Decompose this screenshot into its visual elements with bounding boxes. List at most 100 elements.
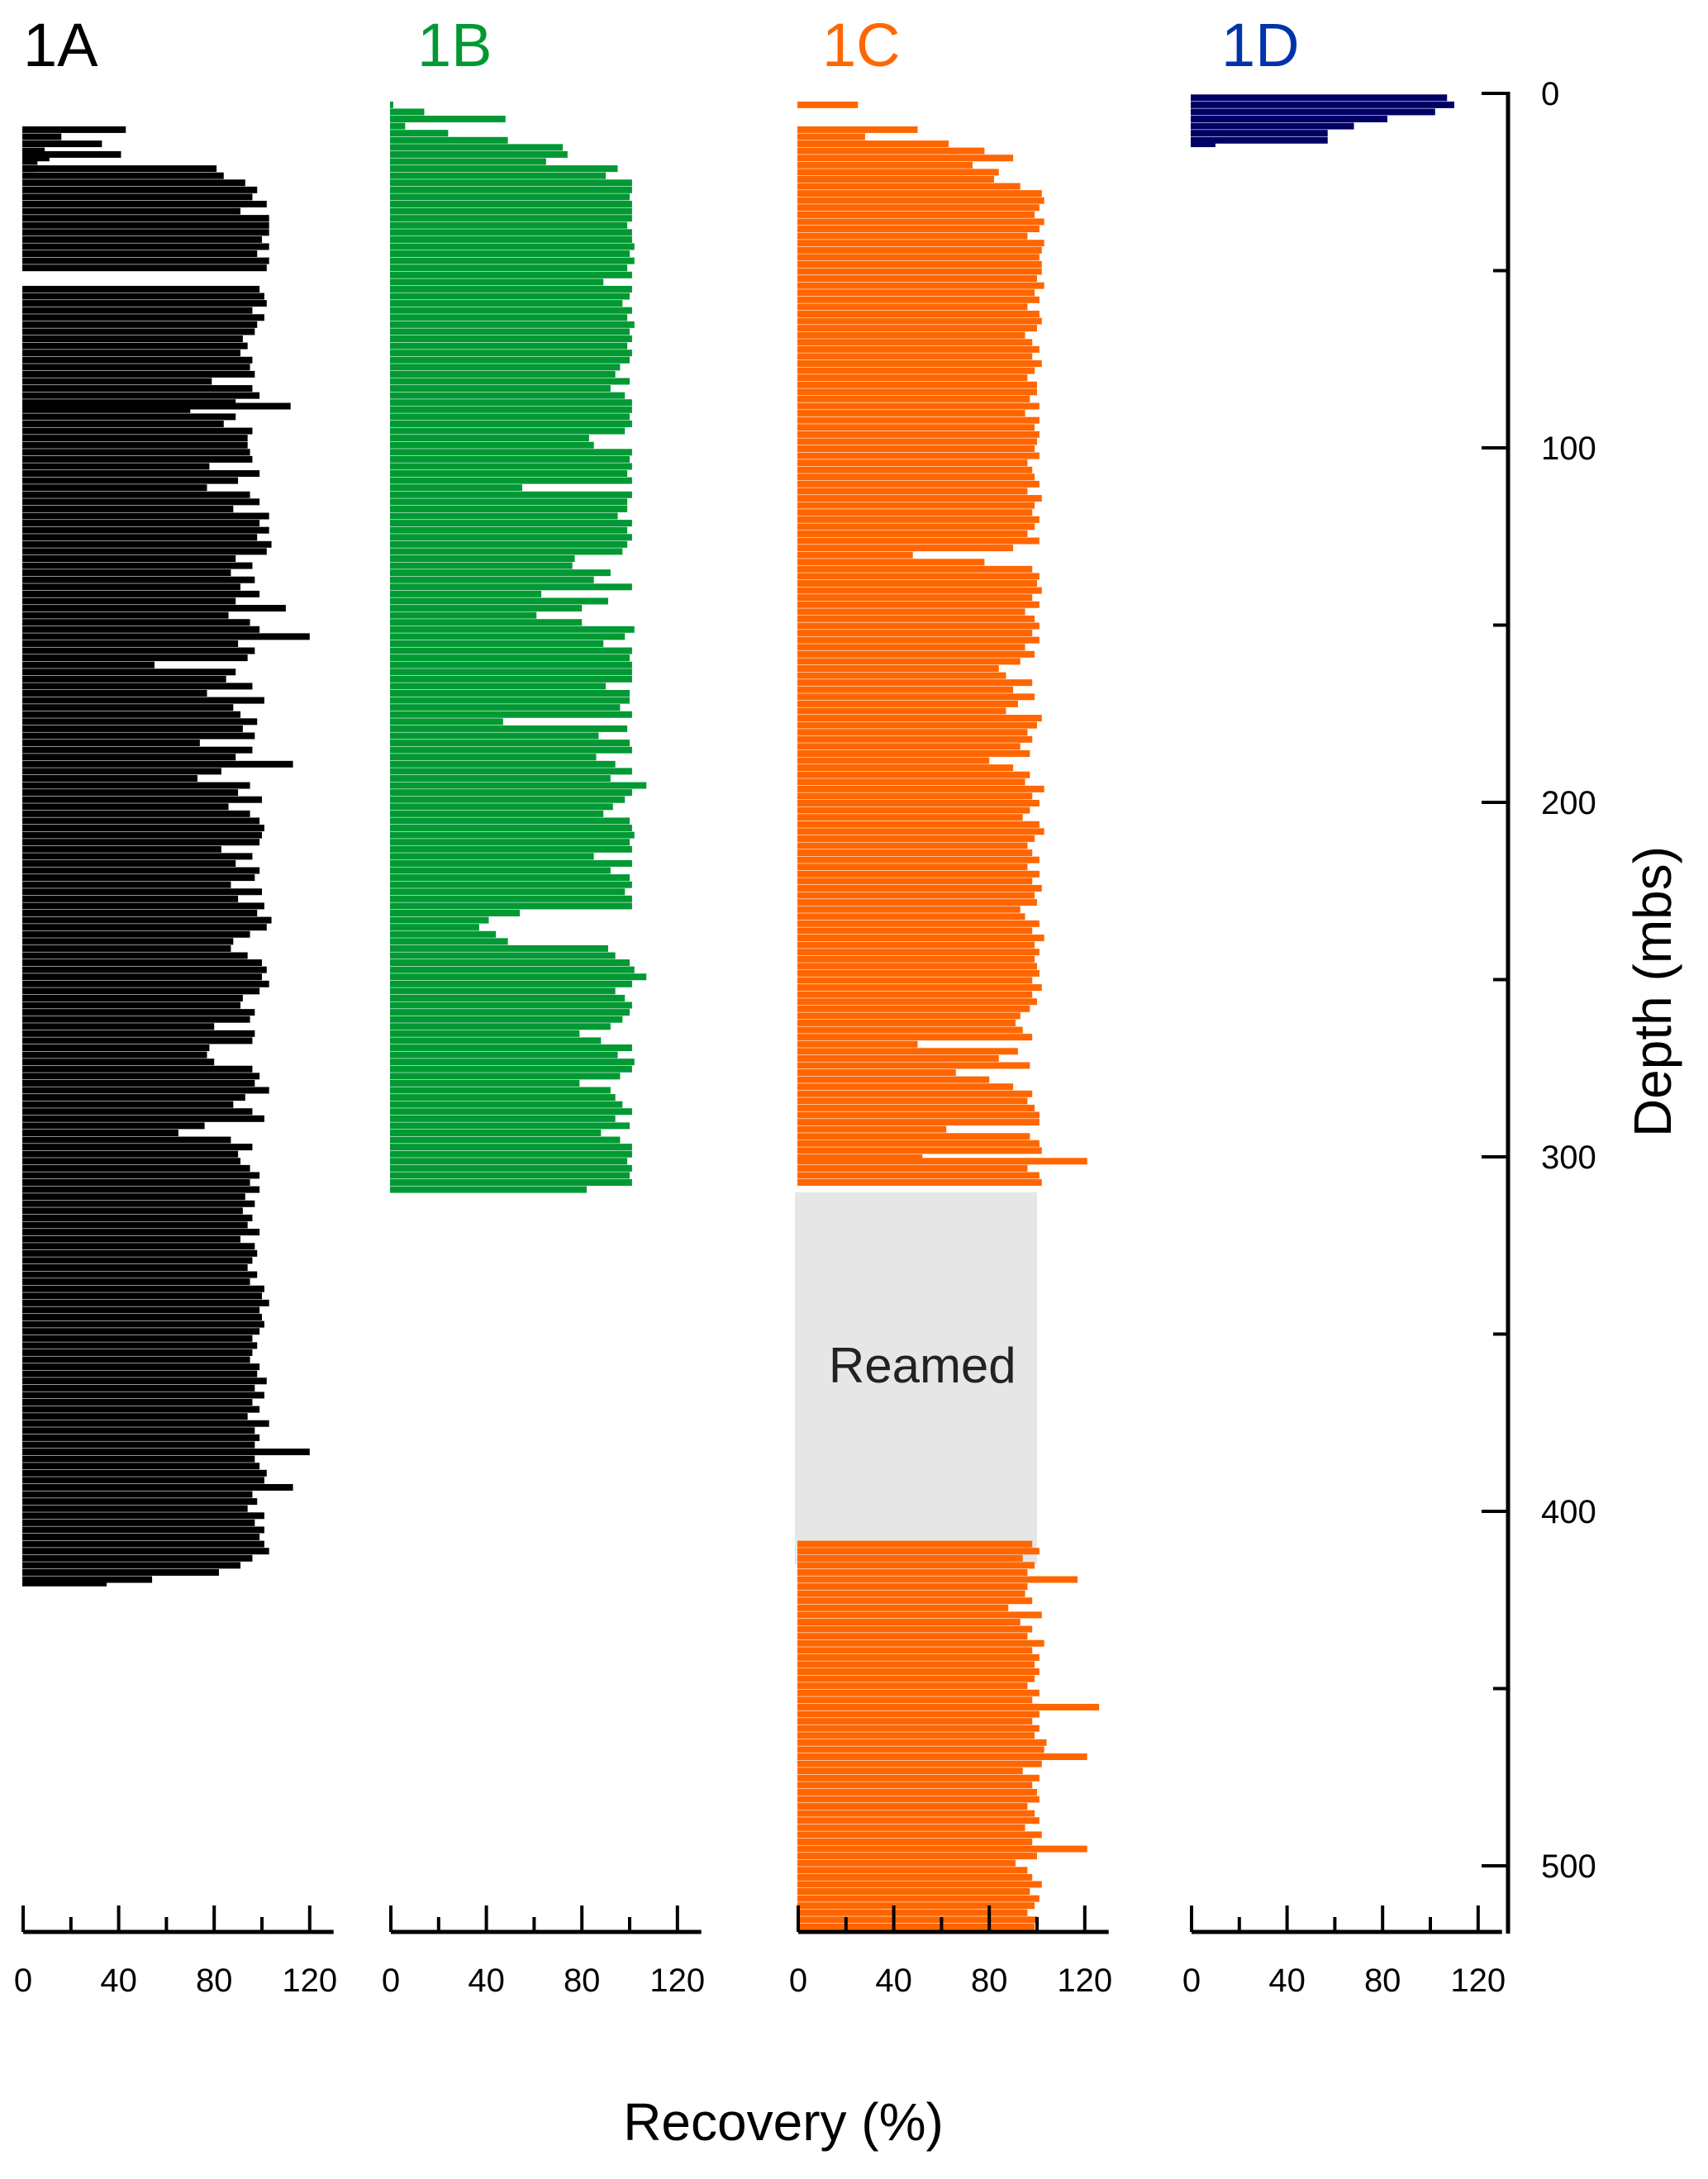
recovery-bar-1A-62 xyxy=(22,554,236,562)
recovery-bar-1A-183 xyxy=(22,1413,248,1420)
recovery-bar-1A-132 xyxy=(22,1051,207,1059)
recovery-bar-1C-102 xyxy=(797,842,1028,849)
recovery-bar-1B-4 xyxy=(390,130,449,137)
y-tick-label-400: 400 xyxy=(1541,1494,1596,1530)
recovery-bar-1B-124 xyxy=(390,980,632,987)
recovery-bar-1A-12 xyxy=(22,193,253,201)
recovery-bar-1B-98 xyxy=(390,796,626,803)
recovery-bar-1C-15 xyxy=(797,226,1040,233)
recovery-bar-1B-95 xyxy=(390,774,611,782)
recovery-bar-1B-64 xyxy=(390,554,575,562)
recovery-bar-1C-68 xyxy=(797,601,1040,608)
recovery-bar-1A-34 xyxy=(22,364,250,371)
recovery-bar-1C-198 xyxy=(797,1873,1033,1881)
recovery-bar-1B-143 xyxy=(390,1115,616,1122)
recovery-bar-1C-145 xyxy=(797,1147,1042,1154)
recovery-bar-1B-31 xyxy=(390,321,635,328)
recovery-bar-1C-197 xyxy=(797,1867,1028,1874)
recovery-bar-1B-147 xyxy=(390,1144,632,1151)
recovery-bar-1C-72 xyxy=(797,630,1033,637)
recovery-bar-1C-29 xyxy=(797,325,1037,332)
recovery-bar-1C-203 xyxy=(797,1909,1028,1916)
recovery-bar-1C-62 xyxy=(797,559,985,566)
recovery-bar-1C-156 xyxy=(797,1576,1078,1583)
recovery-bar-1C-16 xyxy=(797,232,1028,240)
recovery-bar-1C-22 xyxy=(797,275,1037,283)
recovery-bar-1C-170 xyxy=(797,1675,1035,1682)
recovery-bar-1C-162 xyxy=(797,1618,1021,1625)
recovery-bar-1A-196 xyxy=(22,1505,248,1512)
recovery-bar-1B-43 xyxy=(390,406,632,413)
recovery-bar-1D-0 xyxy=(1191,94,1448,102)
recovery-bar-1C-51 xyxy=(797,480,1040,488)
recovery-bar-1A-117 xyxy=(22,944,231,952)
recovery-bar-1C-75 xyxy=(797,650,1035,658)
recovery-bar-1B-9 xyxy=(390,165,618,173)
recovery-bar-1A-47 xyxy=(22,449,250,456)
recovery-bar-1C-91 xyxy=(797,764,1014,772)
recovery-bar-1B-127 xyxy=(390,1001,632,1009)
recovery-bar-1C-141 xyxy=(797,1119,1040,1126)
recovery-bar-1A-115 xyxy=(22,930,250,938)
recovery-bar-1B-94 xyxy=(390,768,632,775)
recovery-bar-1A-13 xyxy=(22,200,267,207)
recovery-bar-1A-87 xyxy=(22,732,255,740)
recovery-bar-1C-169 xyxy=(797,1668,1040,1676)
recovery-bar-1A-166 xyxy=(22,1292,262,1300)
recovery-bar-1C-10 xyxy=(797,190,1042,197)
recovery-bar-1B-121 xyxy=(390,959,630,967)
recovery-bar-1B-47 xyxy=(390,435,589,442)
recovery-bar-1A-86 xyxy=(22,725,243,732)
recovery-bar-1A-83 xyxy=(22,704,234,711)
recovery-bar-1B-105 xyxy=(390,845,632,853)
recovery-bar-1C-122 xyxy=(797,984,1042,992)
recovery-bar-1B-22 xyxy=(390,257,635,264)
recovery-bar-1A-14 xyxy=(22,207,240,215)
recovery-bar-1C-151 xyxy=(797,1540,1033,1548)
recovery-bar-1A-187 xyxy=(22,1441,255,1449)
recovery-bar-1A-49 xyxy=(22,463,210,470)
recovery-bar-1A-26 xyxy=(22,307,253,314)
recovery-bar-1A-120 xyxy=(22,966,267,973)
recovery-bar-1C-23 xyxy=(797,282,1044,289)
recovery-bar-1A-204 xyxy=(22,1562,240,1569)
recovery-bar-1C-64 xyxy=(797,573,1040,580)
recovery-bar-1A-61 xyxy=(22,548,267,555)
recovery-bar-1A-33 xyxy=(22,356,253,364)
recovery-bar-1C-8 xyxy=(797,175,994,183)
recovery-bar-1C-79 xyxy=(797,679,1033,687)
recovery-bar-1D-1 xyxy=(1191,101,1454,108)
recovery-bar-1A-67 xyxy=(22,590,260,597)
recovery-bar-1A-191 xyxy=(22,1469,267,1477)
recovery-bar-1A-145 xyxy=(22,1144,253,1151)
recovery-bar-1A-58 xyxy=(22,526,269,534)
recovery-bar-1B-140 xyxy=(390,1094,616,1101)
recovery-bar-1B-39 xyxy=(390,378,630,385)
recovery-bar-1B-106 xyxy=(390,853,594,860)
recovery-bar-1B-90 xyxy=(390,740,630,747)
panel-title-1A: 1A xyxy=(23,11,98,79)
recovery-bar-1B-115 xyxy=(390,916,489,924)
recovery-bar-1B-50 xyxy=(390,455,630,463)
recovery-bar-1A-100 xyxy=(22,825,264,832)
recovery-bar-1A-101 xyxy=(22,831,262,839)
recovery-bar-1C-39 xyxy=(797,395,1030,402)
recovery-bar-1C-149 xyxy=(797,1172,1040,1179)
recovery-bar-1B-56 xyxy=(390,498,628,506)
recovery-bar-1A-54 xyxy=(22,498,260,506)
recovery-bar-1A-186 xyxy=(22,1434,260,1441)
recovery-bar-1A-173 xyxy=(22,1342,258,1349)
recovery-bar-1A-105 xyxy=(22,859,236,867)
recovery-bar-1B-145 xyxy=(390,1129,602,1136)
recovery-bar-1C-105 xyxy=(797,864,1028,871)
recovery-bar-1A-124 xyxy=(22,994,243,1001)
recovery-bar-1C-144 xyxy=(797,1139,1040,1147)
recovery-bar-1B-24 xyxy=(390,271,632,278)
recovery-bar-1B-125 xyxy=(390,987,616,995)
recovery-bar-1C-176 xyxy=(797,1718,1033,1725)
recovery-bar-1A-80 xyxy=(22,683,253,690)
x-tick-label-1D-120: 120 xyxy=(1450,1963,1506,1999)
recovery-bar-1B-107 xyxy=(390,859,632,867)
recovery-bar-1A-181 xyxy=(22,1399,253,1406)
recovery-bar-1A-179 xyxy=(22,1384,255,1392)
